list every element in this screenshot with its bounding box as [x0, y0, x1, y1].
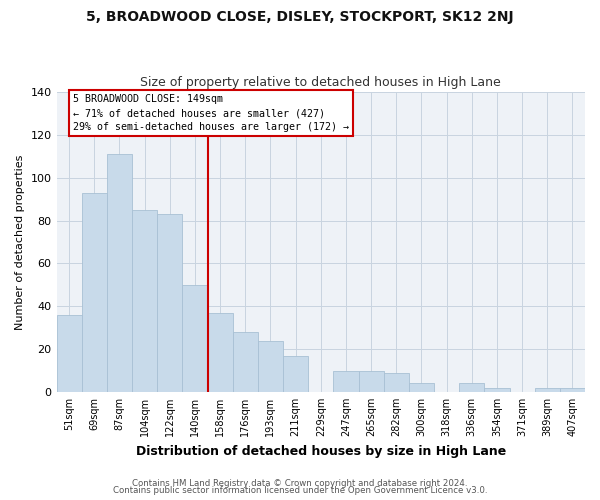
Bar — [383, 372, 409, 392]
Text: 5 BROADWOOD CLOSE: 149sqm
← 71% of detached houses are smaller (427)
29% of semi: 5 BROADWOOD CLOSE: 149sqm ← 71% of detac… — [73, 94, 349, 132]
Bar — [132, 210, 157, 392]
Bar — [182, 285, 208, 392]
Bar — [334, 370, 359, 392]
Bar — [484, 388, 509, 392]
Bar — [107, 154, 132, 392]
Text: Contains HM Land Registry data © Crown copyright and database right 2024.: Contains HM Land Registry data © Crown c… — [132, 478, 468, 488]
Bar — [560, 388, 585, 392]
Bar — [157, 214, 182, 392]
Bar — [258, 340, 283, 392]
Bar — [233, 332, 258, 392]
Bar — [359, 370, 383, 392]
Text: 5, BROADWOOD CLOSE, DISLEY, STOCKPORT, SK12 2NJ: 5, BROADWOOD CLOSE, DISLEY, STOCKPORT, S… — [86, 10, 514, 24]
Text: Contains public sector information licensed under the Open Government Licence v3: Contains public sector information licen… — [113, 486, 487, 495]
Bar — [409, 384, 434, 392]
Bar — [283, 356, 308, 392]
Y-axis label: Number of detached properties: Number of detached properties — [15, 154, 25, 330]
Bar — [535, 388, 560, 392]
X-axis label: Distribution of detached houses by size in High Lane: Distribution of detached houses by size … — [136, 444, 506, 458]
Title: Size of property relative to detached houses in High Lane: Size of property relative to detached ho… — [140, 76, 501, 90]
Bar — [208, 312, 233, 392]
Bar — [459, 384, 484, 392]
Bar — [56, 315, 82, 392]
Bar — [82, 192, 107, 392]
